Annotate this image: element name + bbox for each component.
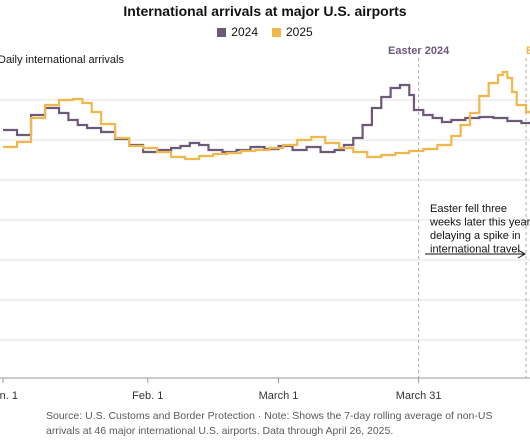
legend-label-2025: 2025 (286, 25, 313, 39)
annotation-arrowhead (517, 249, 527, 259)
x-tick-label-0: Jan. 1 (0, 390, 18, 400)
x-tick-label-1: Feb. 1 (132, 390, 163, 400)
y-axis-label: Daily international arrivals (0, 54, 124, 66)
x-tick-label-2: March 1 (259, 390, 299, 400)
legend-swatch-2025 (272, 27, 281, 37)
legend-item-2025: 2025 (272, 25, 313, 39)
chart-plot: Daily international arrivals Jan. 1 Feb. 1… (0, 45, 530, 400)
legend: 2024 2025 (0, 25, 530, 40)
source-note: Source: U.S. Customs and Border Protecti… (46, 410, 493, 437)
legend-swatch-2024 (217, 27, 227, 37)
chart-title: International arrivals at major U.S. air… (123, 3, 407, 19)
annotation-note: Easter fell three weeks later this year, d… (429, 203, 530, 256)
x-tick-label-3: March 31 (396, 390, 442, 400)
series-line-2025 (3, 70, 530, 161)
legend-label-2024: 2024 (231, 25, 258, 39)
legend-item-2024: 2024 (217, 25, 258, 39)
annotation-label-1: Easter (526, 45, 530, 57)
annotation-label-0: Easter 2024 (388, 45, 450, 57)
